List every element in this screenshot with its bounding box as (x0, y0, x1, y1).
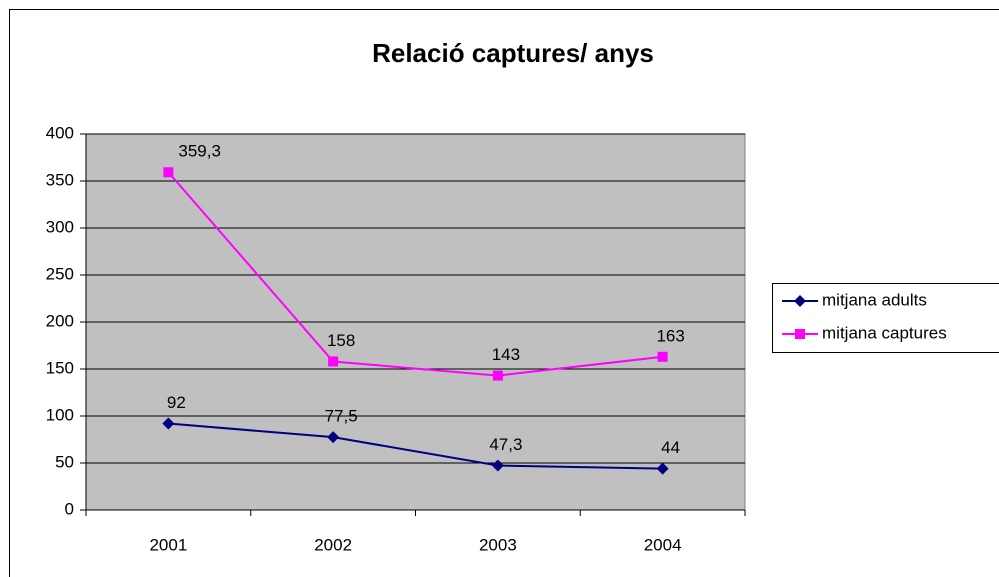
data-label: 158 (327, 331, 355, 350)
x-tick-label: 2001 (149, 535, 187, 554)
data-label: 44 (661, 438, 680, 457)
legend-marker (795, 329, 805, 339)
x-tick-label: 2003 (479, 535, 517, 554)
data-label: 163 (656, 326, 684, 345)
y-tick-label: 250 (46, 264, 74, 283)
data-point (656, 462, 669, 475)
series-line (167, 171, 663, 377)
y-tick-label: 200 (46, 311, 74, 330)
y-tick-label: 300 (46, 217, 74, 236)
y-tick-label: 0 (65, 499, 74, 518)
legend-marker (794, 295, 806, 307)
y-tick-label: 100 (46, 405, 74, 424)
series-line (168, 422, 663, 470)
y-tick-label: 350 (46, 170, 74, 189)
data-label: 77,5 (325, 407, 358, 426)
data-label: 359,3 (178, 142, 221, 161)
data-label: 47,3 (489, 435, 522, 454)
data-point (328, 356, 339, 367)
data-label: 92 (167, 393, 186, 412)
x-tick-label: 2002 (314, 535, 352, 554)
data-point (491, 459, 504, 472)
data-point (162, 417, 175, 430)
data-point (657, 351, 668, 362)
data-point (163, 167, 174, 178)
legend-label: mitjana adults (822, 290, 927, 309)
chart-title: Relació captures/ anys (372, 38, 654, 68)
y-tick-label: 400 (46, 123, 74, 142)
data-label: 143 (492, 345, 520, 364)
y-tick-label: 50 (55, 452, 74, 471)
legend-label: mitjana captures (822, 323, 947, 342)
x-tick-label: 2004 (644, 535, 682, 554)
y-tick-label: 150 (46, 358, 74, 377)
data-point (492, 370, 503, 381)
legend-box (772, 283, 999, 353)
data-point (327, 431, 340, 444)
